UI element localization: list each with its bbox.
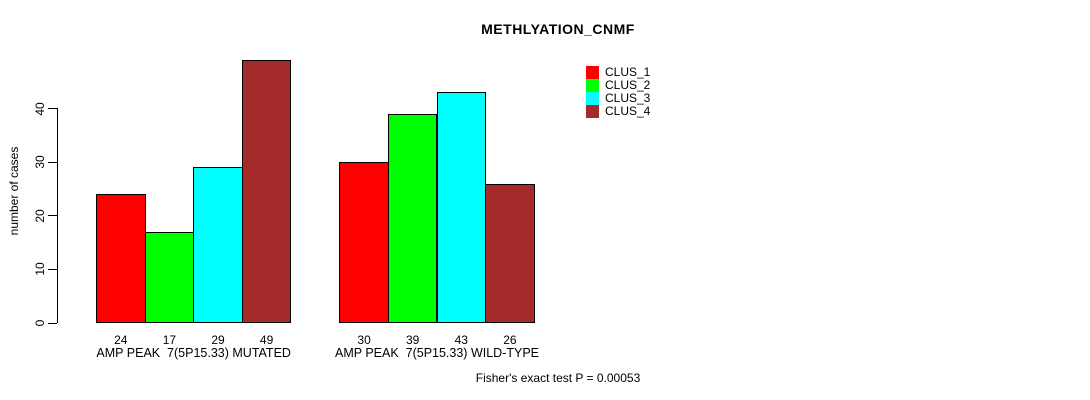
legend: CLUS_1 CLUS_2 CLUS_3 CLUS_4	[586, 66, 650, 118]
y-axis-title: number of cases	[7, 146, 21, 236]
bar-clus_2-group2	[387, 113, 438, 323]
legend-swatch-icon	[586, 66, 599, 79]
y-axis-tick	[48, 322, 57, 324]
bar-value-label: 39	[406, 333, 420, 347]
bar-clus_1-group2	[339, 162, 389, 323]
fisher-test-annotation: Fisher's exact test P = 0.00053	[475, 371, 641, 385]
legend-item-clus_2: CLUS_2	[586, 79, 650, 92]
legend-swatch-icon	[586, 92, 599, 105]
legend-label: CLUS_1	[605, 65, 651, 79]
bar-value-label: 43	[454, 333, 468, 347]
chart-title: METHLYATION_CNMF	[481, 21, 635, 37]
y-tick-label: 10	[33, 262, 47, 277]
group-label-1: AMP PEAK 7(5P15.33) MUTATED	[96, 346, 291, 360]
bar-value-label: 49	[259, 333, 274, 347]
bar-clus_1-group1	[96, 194, 146, 323]
legend-item-clus_3: CLUS_3	[586, 92, 650, 105]
bar-clus_4-group2	[485, 183, 535, 323]
bar-clus_2-group1	[144, 231, 195, 323]
y-axis-line	[57, 108, 58, 323]
legend-swatch-icon	[586, 79, 599, 92]
legend-item-clus_1: CLUS_1	[586, 66, 650, 79]
bar-value-label: 26	[503, 333, 517, 347]
legend-label: CLUS_4	[605, 104, 651, 118]
y-axis-tick	[48, 215, 57, 217]
y-axis-tick	[48, 161, 57, 163]
bar-value-label: 24	[114, 333, 128, 347]
y-tick-label: 30	[33, 155, 47, 169]
bar-clus_4-group1	[241, 60, 292, 323]
y-axis-tick	[48, 108, 57, 109]
y-axis-tick	[48, 268, 57, 270]
y-tick-label: 0	[33, 319, 47, 327]
group-label-2: AMP PEAK 7(5P15.33) WILD-TYPE	[334, 346, 540, 360]
bar-clus_3-group2	[436, 92, 487, 323]
legend-swatch-icon	[586, 105, 599, 118]
bar-value-label: 29	[211, 333, 225, 347]
bar-value-label: 17	[162, 333, 177, 347]
y-tick-label: 20	[33, 209, 47, 223]
bar-value-label: 30	[357, 333, 371, 347]
legend-label: CLUS_3	[605, 91, 651, 105]
legend-item-clus_4: CLUS_4	[586, 105, 650, 118]
y-tick-label: 40	[33, 101, 47, 116]
legend-label: CLUS_2	[605, 78, 651, 92]
bar-clus_3-group1	[193, 167, 243, 323]
